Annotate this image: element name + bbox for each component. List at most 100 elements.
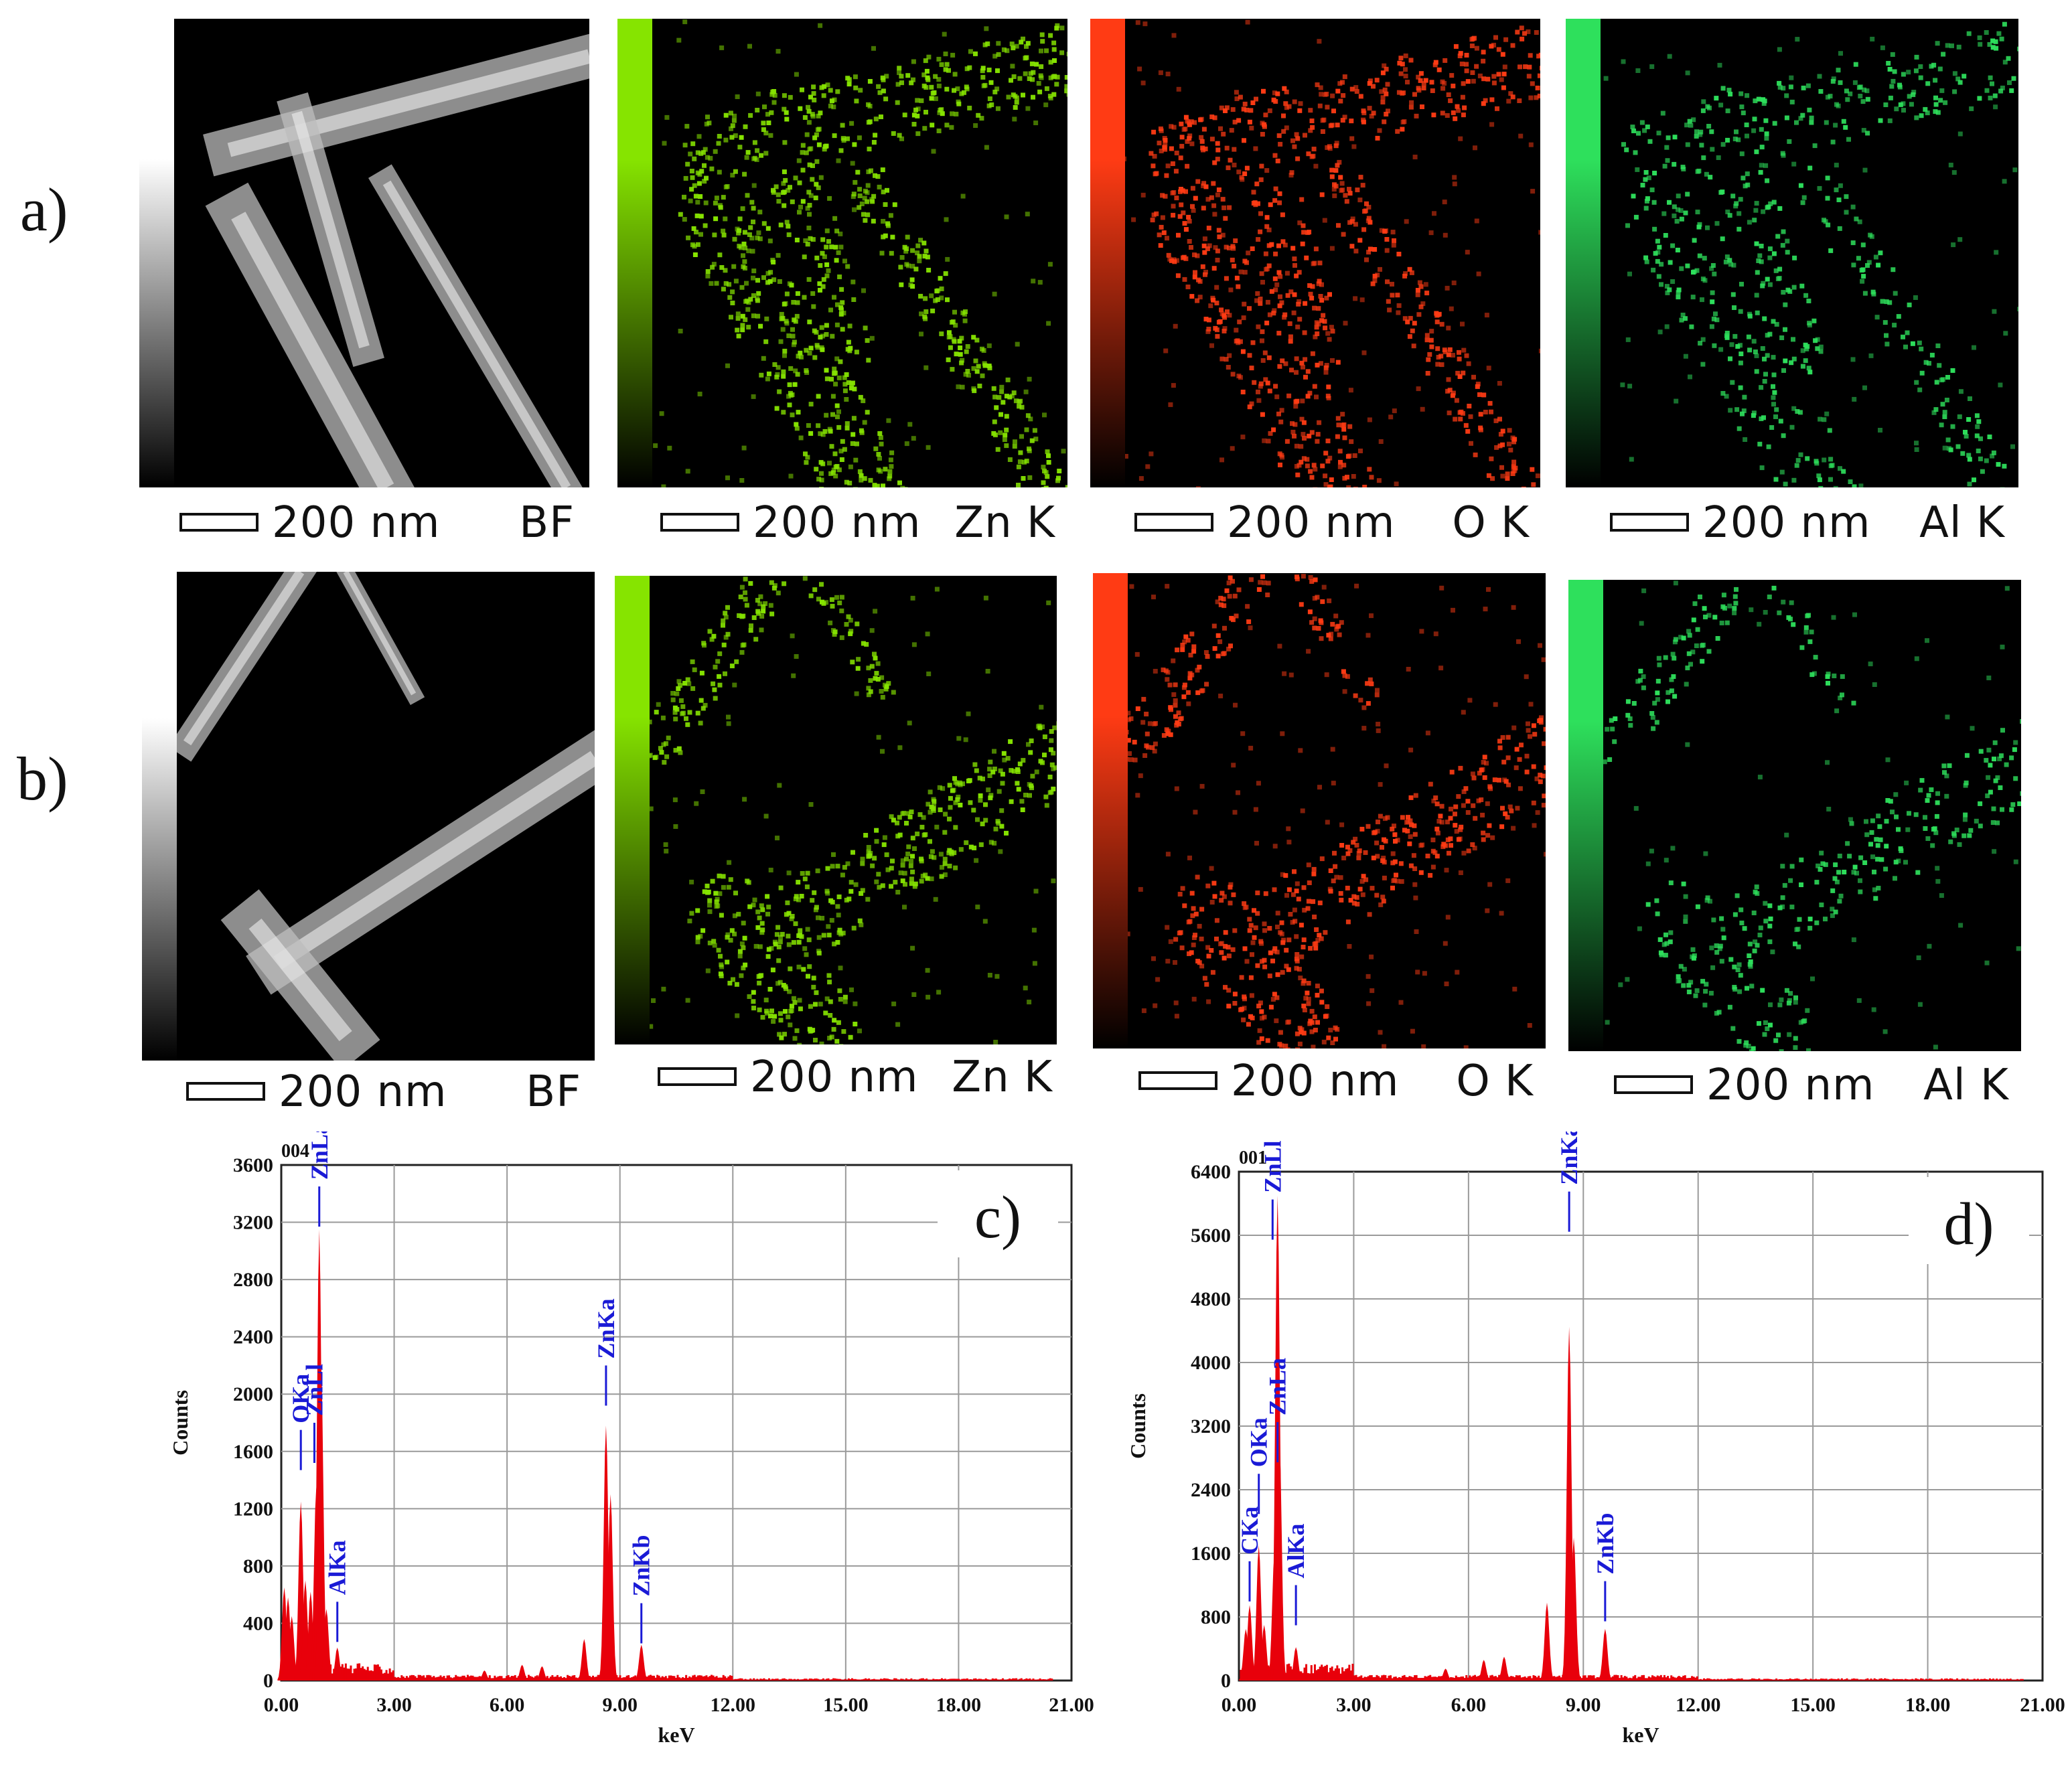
- spectrum-peak: [535, 1666, 549, 1681]
- y-tick-label: 1600: [1191, 1543, 1231, 1565]
- y-tick-label: 0: [1221, 1670, 1231, 1692]
- spectrum-id-label: 004: [281, 1141, 309, 1162]
- x-tick-label: 21.00: [2020, 1694, 2065, 1716]
- map-texture: [628, 19, 1067, 487]
- scale-text: 200 nm: [272, 498, 441, 548]
- peak-annotation: OKa: [1246, 1417, 1272, 1514]
- spectrum-peak: [1497, 1656, 1511, 1681]
- bf-image-b: [142, 572, 595, 1061]
- x-tick-label: 3.00: [1336, 1694, 1372, 1716]
- caption-b-bf: 200 nm BF: [179, 1066, 592, 1119]
- channel-label: Zn K: [952, 1053, 1053, 1102]
- map-texture: [615, 576, 1057, 1044]
- color-scale-bar: [1568, 580, 1603, 1051]
- x-tick-label: 18.00: [1905, 1694, 1951, 1716]
- scale-text: 200 nm: [279, 1067, 447, 1117]
- map-texture: [168, 572, 595, 1061]
- y-tick-label: 400: [243, 1612, 273, 1634]
- y-tick-label: 800: [243, 1555, 273, 1577]
- x-tick-label: 12.00: [1676, 1694, 1721, 1716]
- color-scale-bar: [1566, 19, 1601, 487]
- color-scale-bar: [615, 576, 650, 1044]
- peak-label: ZnKb: [628, 1535, 655, 1596]
- peak-annotation: CKa: [1236, 1506, 1263, 1602]
- bf-image-a: [139, 19, 589, 487]
- spectrum-peak: [319, 1609, 334, 1681]
- spectrum-peak: [577, 1639, 591, 1681]
- spectrum-peak: [330, 1647, 344, 1681]
- peak-annotation: OKa: [287, 1374, 314, 1470]
- o-map-a: [1090, 19, 1540, 487]
- spectrum-peak: [1272, 1442, 1286, 1681]
- scale-bar: [660, 513, 739, 532]
- spectrum-peak: [634, 1644, 648, 1681]
- spectrum-peak: [515, 1664, 529, 1681]
- y-axis-label: Counts: [1126, 1393, 1150, 1459]
- peak-label: AlKa: [324, 1540, 351, 1595]
- y-tick-label: 2400: [1191, 1479, 1231, 1501]
- peak-label: OKa: [287, 1374, 314, 1423]
- y-tick-label: 2000: [233, 1383, 273, 1405]
- peak-label: CKa: [1236, 1506, 1263, 1555]
- peak-label: AlKa: [1282, 1523, 1309, 1578]
- spectrum-peak: [1257, 1624, 1271, 1681]
- caption-a-al: 200 nm Al K: [1603, 497, 2016, 550]
- channel-label: BF: [526, 1067, 581, 1117]
- x-tick-label: 3.00: [376, 1694, 412, 1716]
- peak-annotation: ZnKb: [628, 1535, 655, 1644]
- panel-label: d): [1944, 1191, 1994, 1257]
- peak-annotation: AlKa: [324, 1540, 351, 1642]
- peak-label: OKa: [1246, 1417, 1272, 1467]
- row-label-b: b): [17, 745, 68, 813]
- channel-label: BF: [519, 498, 575, 548]
- x-tick-label: 18.00: [936, 1694, 982, 1716]
- peak-label: ZnKb: [1592, 1513, 1619, 1575]
- peak-annotation: ZnLa: [1264, 1358, 1291, 1463]
- caption-b-o: 200 nm O K: [1132, 1055, 1544, 1109]
- scale-bar: [658, 1067, 737, 1086]
- spectrum-peak: [1598, 1628, 1613, 1681]
- y-tick-label: 2400: [233, 1326, 273, 1348]
- y-tick-label: 3600: [233, 1154, 273, 1176]
- spectrum-peak: [314, 1365, 328, 1681]
- spectrum-peak: [1672, 1675, 1686, 1681]
- scale-text: 200 nm: [753, 498, 921, 548]
- x-tick-label: 6.00: [490, 1694, 525, 1716]
- caption-a-zn: 200 nm Zn K: [654, 497, 1066, 550]
- scale-bar: [186, 1082, 265, 1101]
- color-scale-bar: [139, 19, 174, 487]
- color-scale-bar: [1090, 19, 1125, 487]
- x-tick-label: 15.00: [1790, 1694, 1836, 1716]
- scale-text: 200 nm: [1231, 1057, 1400, 1106]
- scale-bar: [1614, 1075, 1693, 1094]
- y-tick-label: 3200: [1191, 1415, 1231, 1437]
- channel-label: O K: [1452, 498, 1530, 548]
- y-tick-label: 6400: [1191, 1161, 1231, 1183]
- color-scale-bar: [1093, 573, 1128, 1048]
- peak-annotation: ZnKa: [593, 1298, 619, 1406]
- spectrum-peak: [477, 1670, 492, 1681]
- map-texture: [1094, 574, 1546, 1048]
- zn-map-a: [617, 19, 1067, 487]
- x-tick-label: 6.00: [1451, 1694, 1487, 1716]
- y-axis-label: Counts: [168, 1390, 192, 1456]
- channel-label: Al K: [1919, 498, 2005, 548]
- caption-b-zn: 200 nm Zn K: [651, 1051, 1063, 1105]
- spectrum-peak: [1288, 1647, 1303, 1681]
- caption-b-al: 200 nm Al K: [1607, 1059, 2020, 1113]
- y-tick-label: 1600: [233, 1441, 273, 1463]
- map-texture: [203, 33, 589, 487]
- channel-label: O K: [1456, 1057, 1534, 1106]
- spectrum-peak: [285, 1616, 299, 1681]
- spectrum-peak: [603, 1494, 617, 1681]
- y-tick-label: 800: [1201, 1606, 1231, 1628]
- y-tick-label: 3200: [233, 1212, 273, 1234]
- peak-label: ZnLa: [306, 1132, 333, 1180]
- o-map-b: [1093, 573, 1546, 1048]
- x-tick-label: 9.00: [1566, 1694, 1601, 1716]
- peak-label: ZnLa: [1264, 1358, 1291, 1415]
- peak-annotation: ZnLl: [1259, 1141, 1286, 1240]
- x-tick-label: 15.00: [823, 1694, 869, 1716]
- scale-text: 200 nm: [750, 1053, 919, 1102]
- zn-map-b: [615, 576, 1057, 1044]
